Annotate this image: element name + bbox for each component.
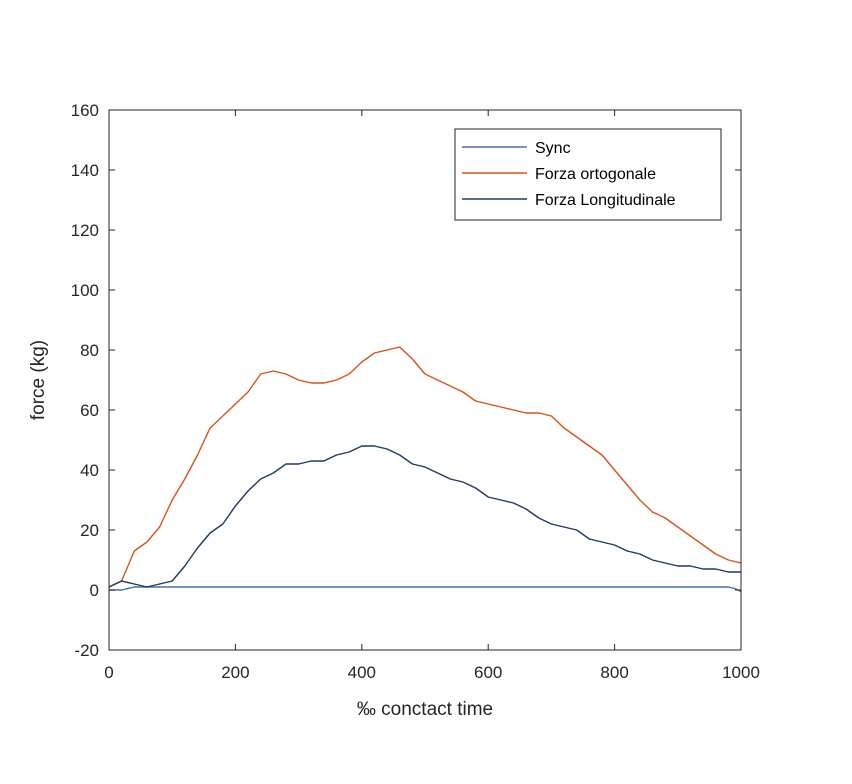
y-axis: -20 0 20 40 60 80 100 120 140 160 xyxy=(71,101,741,660)
legend-box xyxy=(454,128,722,221)
x-tick-label: 600 xyxy=(474,663,502,682)
legend-label: Forza Longitudinale xyxy=(535,192,676,209)
y-tick-label: 40 xyxy=(80,461,99,480)
x-tick-label: 0 xyxy=(104,663,113,682)
legend: Sync Forza ortogonale Forza Longitudinale xyxy=(454,128,722,221)
y-tick-label: 100 xyxy=(71,281,99,300)
series-layer xyxy=(108,346,742,593)
plot-frame xyxy=(108,109,742,651)
series-line-1 xyxy=(109,586,742,593)
series-line-3 xyxy=(108,445,741,588)
y-tick-label: 120 xyxy=(71,221,99,240)
y-tick-label: 80 xyxy=(80,341,99,360)
legend-label: Sync xyxy=(535,140,571,157)
y-axis-title: force (kg) xyxy=(28,340,49,420)
x-axis-title: ‰ conctact time xyxy=(357,699,493,720)
x-tick-label: 200 xyxy=(221,663,249,682)
y-tick-label: 160 xyxy=(71,101,99,120)
x-tick-label: 400 xyxy=(348,663,376,682)
x-tick-label: 800 xyxy=(600,663,628,682)
legend-label: Forza ortogonale xyxy=(535,166,656,183)
y-tick-label: -20 xyxy=(74,641,99,660)
y-tick-label: 60 xyxy=(80,401,99,420)
x-axis: 0 200 400 600 800 1000 xyxy=(104,110,760,682)
y-tick-label: 0 xyxy=(90,581,99,600)
x-tick-label: 1000 xyxy=(722,663,760,682)
series-line-2 xyxy=(108,346,742,588)
y-tick-label: 20 xyxy=(80,521,99,540)
y-tick-label: 140 xyxy=(71,161,99,180)
